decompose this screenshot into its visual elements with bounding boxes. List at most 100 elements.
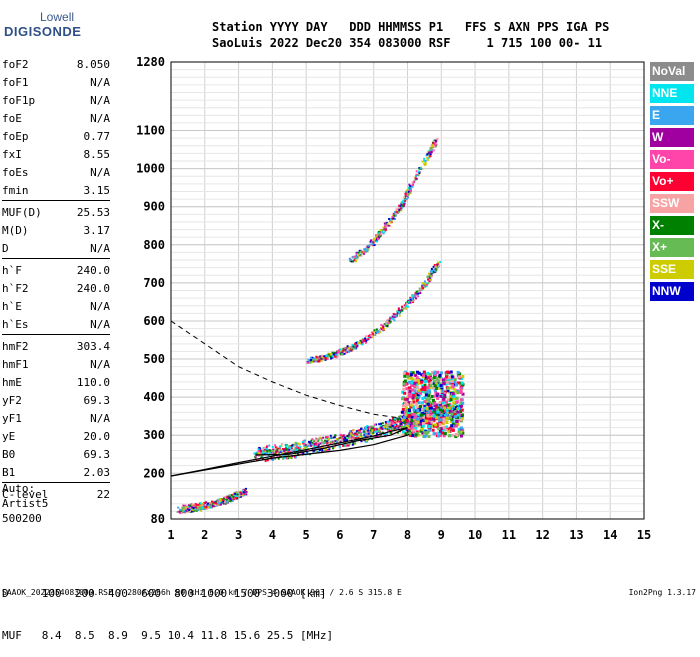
echo-point: [434, 269, 437, 272]
echo-point: [419, 411, 422, 414]
echo-point: [197, 508, 200, 511]
echo-point: [356, 343, 359, 346]
y-tick-label: 1100: [136, 124, 165, 138]
y-tick-label: 1000: [136, 162, 165, 176]
echo-point: [383, 425, 386, 428]
spread-f-point: [439, 413, 443, 417]
echo-point: [370, 331, 373, 334]
spread-f-point: [416, 409, 420, 413]
y-tick-label: 300: [143, 428, 165, 442]
spread-f-point: [442, 420, 446, 424]
echo-point: [272, 448, 275, 451]
echo-point: [425, 154, 428, 157]
echo-point: [311, 438, 314, 441]
spread-f-point: [436, 410, 440, 414]
echo-point: [324, 358, 327, 361]
echo-point: [260, 450, 263, 453]
echo-point: [369, 429, 372, 432]
header-row-2: SaoLuis 2022 Dec20 354 083000 RSF 1 715 …: [212, 36, 603, 50]
echo-point: [350, 431, 353, 434]
param-value: 69.3: [83, 448, 111, 461]
echo-point: [375, 432, 378, 435]
echo-point: [424, 159, 427, 162]
echo-point: [413, 180, 416, 183]
spread-f-point: [453, 412, 457, 416]
echo-point: [345, 350, 348, 353]
echo-point: [245, 487, 248, 490]
echo-point: [284, 445, 287, 448]
spread-f-point: [410, 415, 414, 419]
echo-point: [204, 506, 207, 509]
legend-item-0: NoVal: [650, 62, 694, 81]
spread-f-point: [406, 412, 410, 416]
spread-f-point: [411, 434, 415, 438]
echo-point: [266, 445, 269, 448]
spread-f-point: [459, 432, 463, 436]
echo-point: [432, 271, 435, 274]
echo-point: [332, 447, 335, 450]
echo-point: [379, 326, 382, 329]
spread-f-point: [414, 421, 418, 425]
echo-point: [411, 181, 414, 184]
echo-point: [229, 497, 232, 500]
echo-point: [222, 497, 225, 500]
spread-f-point: [423, 375, 427, 379]
echo-point: [336, 438, 339, 441]
echo-point: [351, 348, 354, 351]
spread-f-point: [444, 425, 448, 429]
echo-point: [234, 496, 237, 499]
echo-point: [207, 506, 210, 509]
logo-lowell: Lowell: [40, 10, 75, 24]
echo-point: [387, 427, 390, 430]
spread-f-point: [447, 376, 451, 380]
spread-f-point: [405, 429, 409, 433]
echo-point: [420, 411, 423, 414]
echo-point: [317, 450, 320, 453]
spread-f-point: [447, 430, 451, 434]
echo-point: [320, 439, 323, 442]
echo-point: [443, 410, 446, 413]
echo-point: [384, 323, 387, 326]
echo-point: [454, 403, 457, 406]
echo-point: [314, 358, 317, 361]
echo-point: [393, 423, 396, 426]
echo-point: [242, 491, 245, 494]
echo-point: [377, 234, 380, 237]
param-value: N/A: [90, 358, 110, 371]
echo-point: [209, 506, 212, 509]
echo-point: [195, 507, 198, 510]
echo-point: [360, 254, 363, 257]
echo-point: [301, 448, 304, 451]
echo-point: [347, 437, 350, 440]
spread-f-point: [409, 405, 413, 409]
spread-f-point: [414, 394, 418, 398]
param-row-11: h`F 240.0: [2, 264, 110, 278]
spread-f-point: [431, 417, 435, 421]
echo-point: [297, 442, 300, 445]
spread-f-point: [437, 426, 441, 430]
spread-f-point: [430, 420, 434, 424]
echo-point: [342, 436, 345, 439]
echo-point: [242, 492, 245, 495]
echo-point: [343, 352, 346, 355]
echo-point: [373, 329, 376, 332]
echo-point: [416, 293, 419, 296]
echo-point: [370, 243, 373, 246]
echo-point: [285, 457, 288, 460]
echo-point: [201, 507, 204, 510]
x-tick-label: 2: [201, 528, 208, 542]
spread-f-point: [446, 398, 450, 402]
spread-f-point: [407, 428, 411, 432]
echo-point: [365, 439, 368, 442]
spread-f-point: [427, 394, 431, 398]
echo-point: [365, 246, 368, 249]
spread-f-point: [420, 426, 424, 430]
echo-point: [334, 439, 337, 442]
spread-f-point: [449, 419, 453, 423]
spread-f-point: [401, 407, 405, 411]
echo-point: [404, 425, 407, 428]
echo-point: [387, 420, 390, 423]
echo-point: [443, 408, 446, 411]
echo-point: [326, 435, 329, 438]
echo-point: [452, 415, 455, 418]
